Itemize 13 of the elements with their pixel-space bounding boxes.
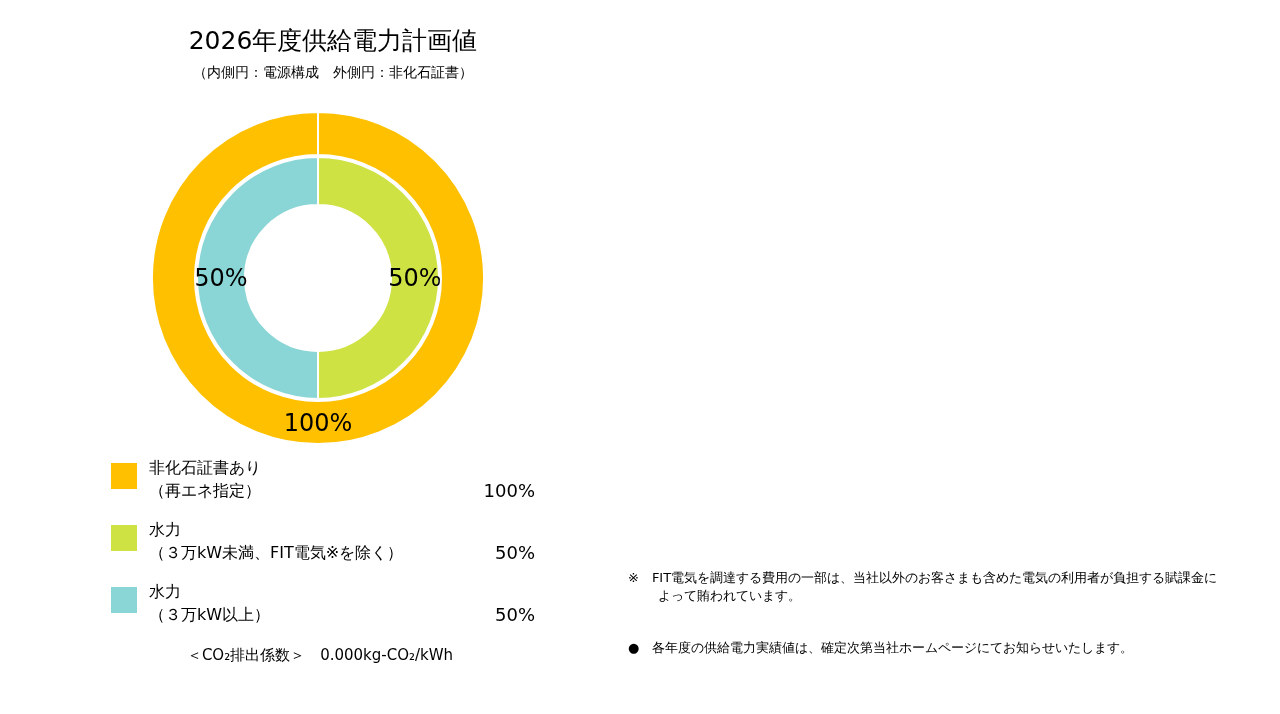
text: 50% [494, 604, 535, 625]
chart-title: 2026年度供給電力計画値 [187, 25, 479, 57]
text: ※ FIT電気を調達する費用の一部は、当社以外のお客さまも含めた電気の利用者が負担する賦課金によって賄われています。 [628, 569, 1219, 605]
text: 100% [483, 480, 535, 501]
text: 50% [194, 264, 248, 292]
text: 50% [494, 542, 535, 563]
chart-subtitle: （内側円：電源構成 外側円：非化石証書） [192, 64, 474, 82]
legend-label: 水力（３万kW以上） [149, 581, 271, 626]
legend-label: 水力（３万kW未満、FIT電気※を除く） [149, 519, 404, 564]
text: 100% [283, 408, 353, 437]
text: ● 各年度の供給電力実績値は、確定次第当社ホームページにてお知らせいたします。 [628, 639, 1135, 657]
text: ＜CO₂排出係数＞ 0.000kg-CO₂/kWh [185, 646, 455, 665]
legend-label: 非化石証書あり（再エネ指定） [149, 457, 261, 502]
